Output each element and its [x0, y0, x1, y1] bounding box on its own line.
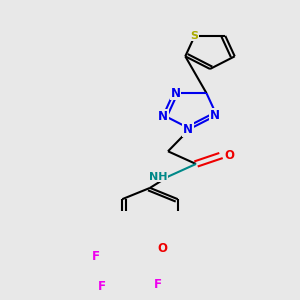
Text: NH: NH	[149, 172, 167, 182]
Text: N: N	[183, 123, 193, 136]
Text: N: N	[210, 109, 220, 122]
Text: F: F	[92, 250, 100, 263]
Text: F: F	[98, 280, 106, 293]
Text: S: S	[191, 31, 199, 41]
Text: O: O	[157, 242, 167, 255]
Text: O: O	[224, 149, 234, 162]
Text: N: N	[170, 87, 181, 100]
Text: F: F	[154, 278, 162, 292]
Text: N: N	[158, 110, 168, 123]
